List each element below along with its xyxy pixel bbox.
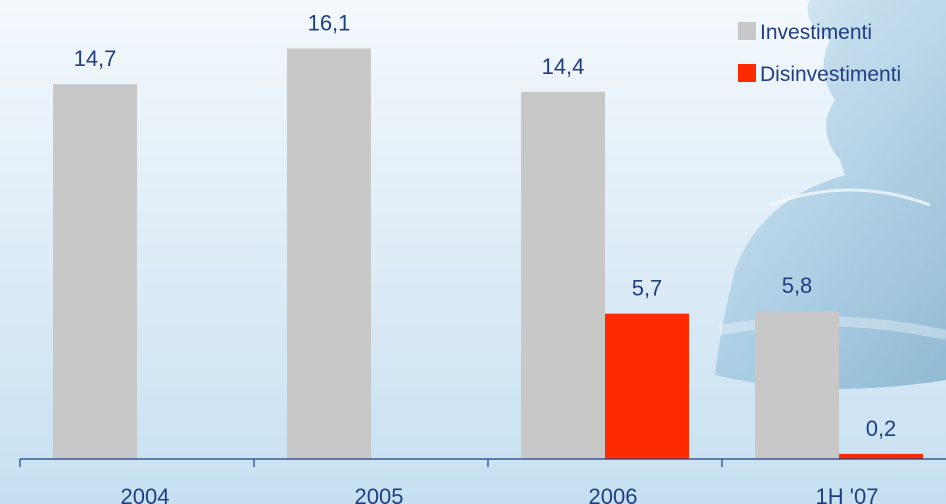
value-label-investimenti-0: 14,7 bbox=[74, 46, 117, 71]
bar-disinvestimenti-3 bbox=[839, 453, 923, 459]
bar-investimenti-0 bbox=[53, 84, 137, 460]
x-axis-ticks: 2004 2005 2006 1H '07 bbox=[19, 459, 879, 504]
bar-investimenti-1 bbox=[287, 48, 371, 459]
value-label-disinvestimenti-3: 0,2 bbox=[866, 416, 897, 441]
value-label-investimenti-1: 16,1 bbox=[308, 10, 351, 35]
tick-label-1: 2005 bbox=[355, 484, 404, 504]
bars-layer bbox=[53, 48, 923, 460]
tick-label-0: 2004 bbox=[121, 484, 170, 504]
bar-investimenti-3 bbox=[755, 311, 839, 459]
legend-label-investimenti: Investimenti bbox=[760, 21, 872, 44]
value-label-disinvestimenti-2: 5,7 bbox=[632, 276, 663, 301]
tick-label-2: 2006 bbox=[589, 484, 638, 504]
bar-investimenti-2 bbox=[521, 91, 605, 460]
value-labels-layer: 14,7 16,1 14,4 5,7 5,8 0,2 bbox=[74, 10, 897, 440]
legend-label-disinvestimenti: Disinvestimenti bbox=[760, 63, 901, 86]
value-label-investimenti-3: 5,8 bbox=[782, 273, 813, 298]
legend: Investimenti Disinvestimenti bbox=[738, 21, 901, 86]
legend-swatch-investimenti bbox=[738, 22, 756, 40]
legend-swatch-disinvestimenti bbox=[738, 64, 756, 82]
value-label-investimenti-2: 14,4 bbox=[542, 54, 585, 79]
tick-label-3: 1H '07 bbox=[816, 484, 879, 504]
bar-disinvestimenti-2 bbox=[605, 313, 689, 459]
